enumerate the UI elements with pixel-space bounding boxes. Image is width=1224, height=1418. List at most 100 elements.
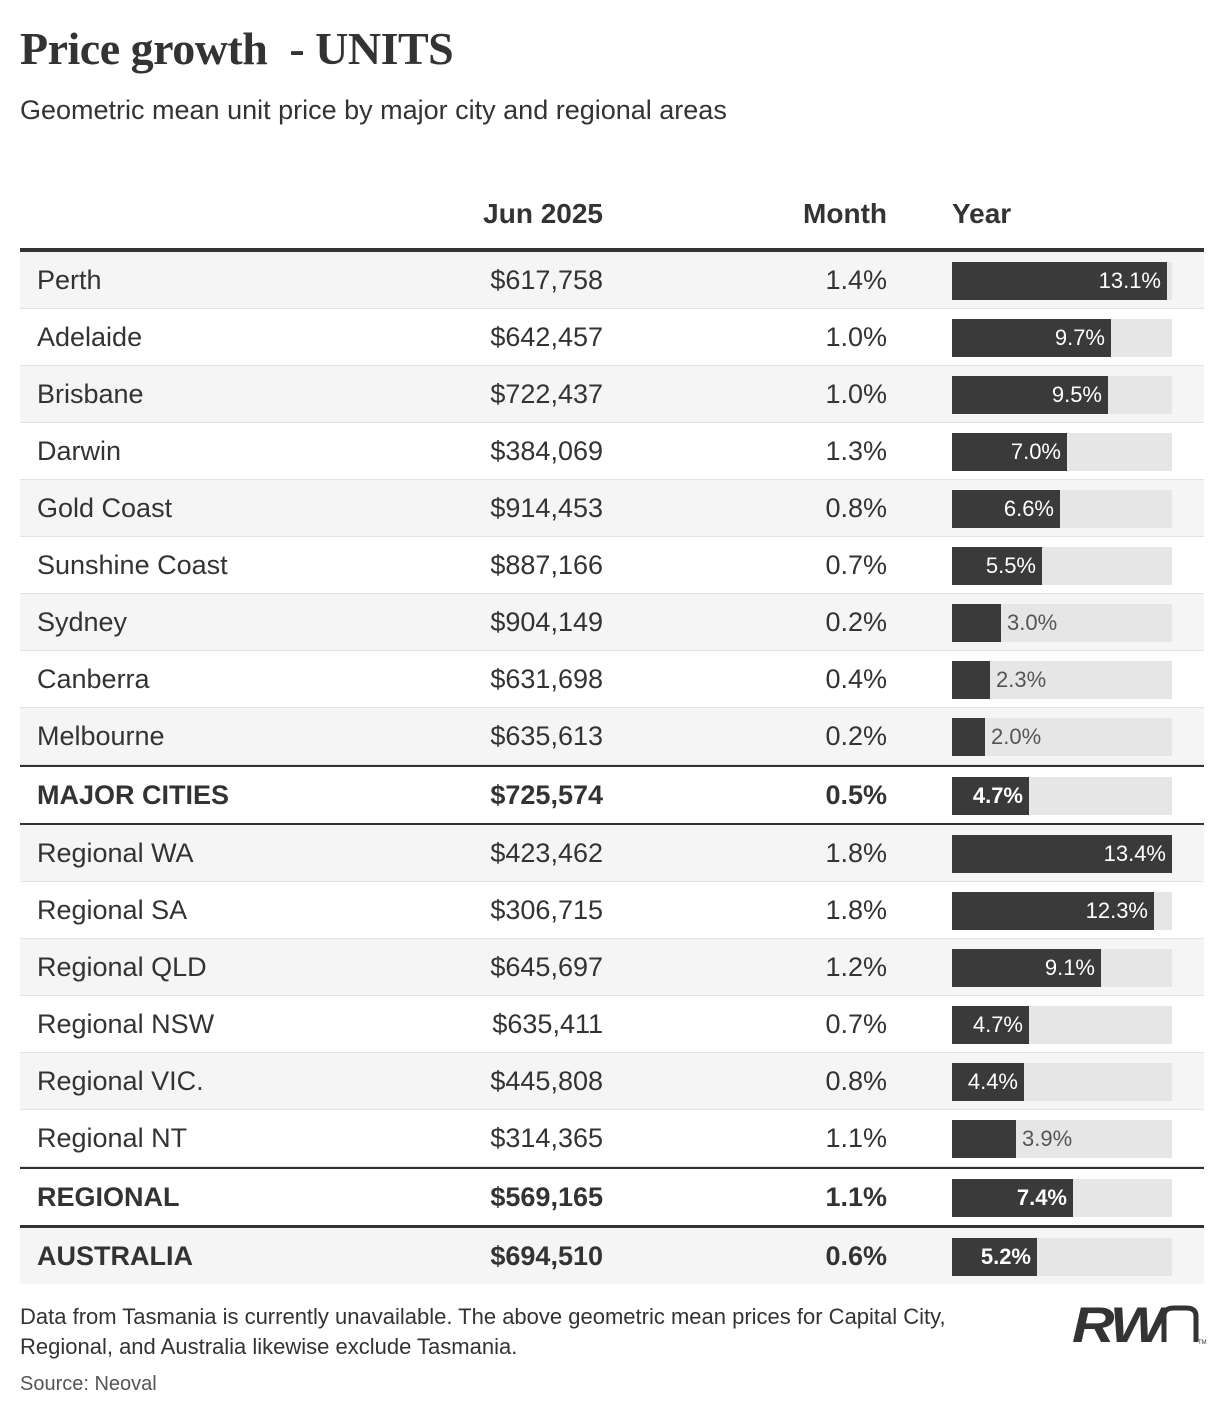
table-row: Sydney $904,149 0.2% 3.0% <box>20 594 1204 651</box>
row-price: $725,574 <box>490 780 603 810</box>
row-month-change: 0.2% <box>825 607 887 637</box>
year-bar-label: 9.1% <box>1044 955 1095 980</box>
table-row: Regional SA $306,715 1.8% 12.3% <box>20 882 1204 939</box>
year-bar <box>952 1120 1016 1158</box>
table-body: Perth $617,758 1.4% 13.1% Adelaide $642,457 1.… <box>20 252 1204 1284</box>
year-bar-label: 2.0% <box>991 724 1042 749</box>
row-price: $645,697 <box>490 952 603 982</box>
row-price: $722,437 <box>490 379 603 409</box>
year-bar-track: 13.4% <box>952 835 1172 873</box>
row-name: Regional SA <box>37 895 188 925</box>
row-price: $306,715 <box>490 895 603 925</box>
row-name: Darwin <box>37 436 122 466</box>
source-note: Source: Neoval <box>20 1373 157 1395</box>
year-bar-track: 12.3% <box>952 892 1172 930</box>
row-name: Melbourne <box>37 721 165 751</box>
year-bar <box>952 661 990 699</box>
footnote: Data from Tasmania is currently unavaila… <box>20 1304 946 1359</box>
row-price: $635,613 <box>490 721 603 751</box>
column-header-year: Year <box>952 198 1012 229</box>
row-name: AUSTRALIA <box>37 1241 193 1271</box>
row-month-change: 1.2% <box>825 952 887 982</box>
row-price: $384,069 <box>490 436 603 466</box>
year-bar-label: 7.0% <box>1010 439 1061 464</box>
price-growth-table: Jun 2025 Month Year Perth $617,758 1.4% 13.… <box>20 190 1204 1284</box>
year-bar-label: 13.4% <box>1103 841 1166 866</box>
year-bar-label: 4.4% <box>967 1069 1018 1094</box>
row-name: Gold Coast <box>37 493 173 523</box>
row-name: Regional NT <box>37 1123 188 1153</box>
row-month-change: 1.0% <box>825 379 887 409</box>
year-bar-label: 2.3% <box>996 667 1047 692</box>
year-bar <box>952 262 1167 300</box>
svg-text:RW: RW <box>1072 1297 1170 1350</box>
year-bar-track: 3.0% <box>952 604 1172 642</box>
row-name: Perth <box>37 265 102 295</box>
row-price: $904,149 <box>490 607 603 637</box>
table-row: Regional WA $423,462 1.8% 13.4% <box>20 825 1204 882</box>
row-name: Regional WA <box>37 838 194 868</box>
year-bar-label: 5.5% <box>985 553 1036 578</box>
year-bar-label: 4.7% <box>972 1012 1023 1037</box>
year-bar-track: 9.1% <box>952 949 1172 987</box>
row-month-change: 1.1% <box>825 1123 887 1153</box>
year-bar-label: 3.0% <box>1007 610 1058 635</box>
year-bar <box>952 1063 1024 1101</box>
row-month-change: 1.1% <box>825 1182 887 1212</box>
year-bar-track: 9.7% <box>952 319 1172 357</box>
year-bar-track: 4.7% <box>952 1006 1172 1044</box>
row-month-change: 0.5% <box>825 780 887 810</box>
row-price: $914,453 <box>490 493 603 523</box>
row-name: Adelaide <box>37 322 143 352</box>
row-month-change: 0.7% <box>825 1009 887 1039</box>
year-bar <box>952 547 1042 585</box>
row-name: Sunshine Coast <box>37 550 228 580</box>
year-bar <box>952 718 985 756</box>
table-row: Canberra $631,698 0.4% 2.3% <box>20 651 1204 708</box>
row-month-change: 0.8% <box>825 1066 887 1096</box>
year-bar-track: 7.4% <box>952 1179 1172 1217</box>
row-price: $887,166 <box>490 550 603 580</box>
year-bar <box>952 604 1001 642</box>
table-row: Regional NT $314,365 1.1% 3.9% <box>20 1110 1204 1167</box>
table-row: Adelaide $642,457 1.0% 9.7% <box>20 309 1204 366</box>
year-bar <box>952 1238 1037 1276</box>
year-bar-label: 13.1% <box>1098 268 1161 293</box>
row-price: $314,365 <box>490 1123 603 1153</box>
table-header: Jun 2025 Month Year <box>20 190 1204 248</box>
row-name: Regional NSW <box>37 1009 215 1039</box>
year-bar-track: 9.5% <box>952 376 1172 414</box>
year-bar <box>952 490 1060 528</box>
table-row: MAJOR CITIES $725,574 0.5% 4.7% <box>20 765 1204 825</box>
row-price: $631,698 <box>490 664 603 694</box>
row-name: Regional QLD <box>37 952 207 982</box>
year-bar <box>952 1006 1029 1044</box>
row-price: $423,462 <box>490 838 603 868</box>
row-month-change: 0.6% <box>825 1241 887 1271</box>
table-row: REGIONAL $569,165 1.1% 7.4% <box>20 1167 1204 1228</box>
year-bar <box>952 376 1108 414</box>
year-bar-track: 4.7% <box>952 777 1172 815</box>
year-bar <box>952 433 1067 471</box>
year-bar-track: 2.3% <box>952 661 1172 699</box>
row-month-change: 0.4% <box>825 664 887 694</box>
row-price: $635,411 <box>492 1009 603 1039</box>
table-row: Sunshine Coast $887,166 0.7% 5.5% <box>20 537 1204 594</box>
year-bar-track: 5.5% <box>952 547 1172 585</box>
row-price: $445,808 <box>490 1066 603 1096</box>
row-price: $569,165 <box>490 1182 603 1212</box>
year-bar-label: 3.9% <box>1022 1126 1073 1151</box>
table-row: Regional QLD $645,697 1.2% 9.1% <box>20 939 1204 996</box>
table-row: Perth $617,758 1.4% 13.1% <box>20 252 1204 309</box>
row-month-change: 0.7% <box>825 550 887 580</box>
year-bar-track: 4.4% <box>952 1063 1172 1101</box>
table-row: Darwin $384,069 1.3% 7.0% <box>20 423 1204 480</box>
svg-text:TM: TM <box>1198 1340 1207 1346</box>
table-row: Melbourne $635,613 0.2% 2.0% <box>20 708 1204 765</box>
table-row: Regional VIC. $445,808 0.8% 4.4% <box>20 1053 1204 1110</box>
row-month-change: 0.2% <box>825 721 887 751</box>
row-month-change: 1.8% <box>825 838 887 868</box>
year-bar-label: 7.4% <box>1016 1185 1067 1210</box>
year-bar-track: 3.9% <box>952 1120 1172 1158</box>
row-month-change: 1.0% <box>825 322 887 352</box>
